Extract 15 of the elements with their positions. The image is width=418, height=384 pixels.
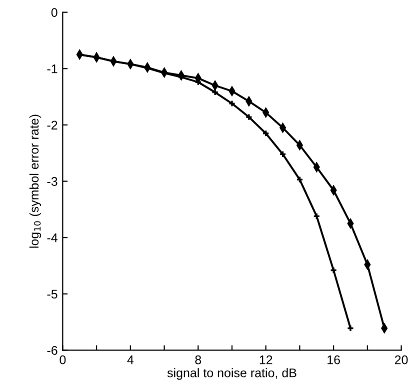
x-tick-label: 20 xyxy=(394,355,408,364)
y-tick-label: -5 xyxy=(47,290,58,299)
y-axis-title: log$_{10}$ (symbol error rate) xyxy=(29,114,42,248)
y-tick-label: -1 xyxy=(47,64,58,74)
x-tick-label: 8 xyxy=(195,355,202,364)
x-tick-label: 16 xyxy=(328,355,340,364)
x-axis-title: signal to noise ratio, dB xyxy=(167,368,296,380)
x-tick-label: 12 xyxy=(260,355,272,364)
x-tick-label: 4 xyxy=(127,356,134,364)
x-tick-label: 0 xyxy=(60,355,66,364)
y-tick-label: -4 xyxy=(47,234,58,242)
y-tick-label: -2 xyxy=(47,120,58,130)
y-tick-label: 0 xyxy=(51,8,58,17)
y-tick-label: -6 xyxy=(47,346,58,355)
y-tick-label: -3 xyxy=(47,177,58,186)
